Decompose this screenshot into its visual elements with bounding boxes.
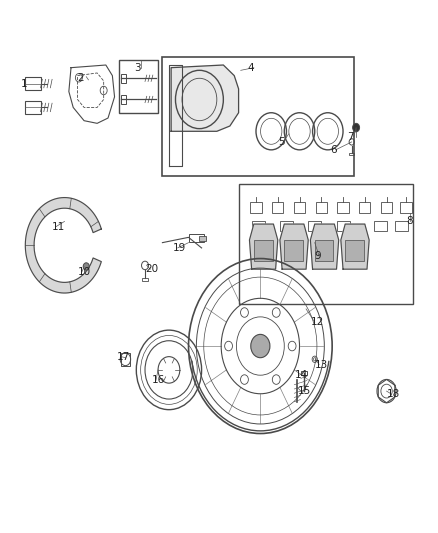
Bar xyxy=(337,202,349,214)
Bar xyxy=(199,236,206,240)
Text: 12: 12 xyxy=(311,317,324,327)
Circle shape xyxy=(251,334,270,358)
Text: 3: 3 xyxy=(134,63,141,72)
Bar xyxy=(395,221,408,231)
Bar xyxy=(400,202,412,214)
Text: 16: 16 xyxy=(152,375,165,385)
Bar xyxy=(349,153,354,155)
Polygon shape xyxy=(250,224,278,269)
Polygon shape xyxy=(311,224,339,269)
Bar xyxy=(252,221,265,231)
Text: 20: 20 xyxy=(145,264,158,274)
Text: 4: 4 xyxy=(247,63,254,72)
Bar xyxy=(316,202,327,214)
Bar xyxy=(121,353,130,366)
Text: 11: 11 xyxy=(51,222,65,232)
Bar xyxy=(162,57,354,176)
Polygon shape xyxy=(341,224,369,269)
Text: 2: 2 xyxy=(78,73,84,83)
Circle shape xyxy=(353,123,360,132)
Bar xyxy=(272,202,283,214)
Text: 6: 6 xyxy=(330,145,337,155)
Text: 17: 17 xyxy=(117,352,130,361)
Bar xyxy=(294,202,305,214)
Bar xyxy=(121,74,126,83)
Polygon shape xyxy=(280,224,308,269)
Text: 19: 19 xyxy=(173,243,187,253)
Polygon shape xyxy=(25,198,101,293)
Bar xyxy=(25,77,41,90)
Text: 1: 1 xyxy=(21,78,28,88)
Circle shape xyxy=(83,263,89,270)
Text: 9: 9 xyxy=(315,251,321,261)
Bar xyxy=(284,240,303,261)
Bar xyxy=(119,60,158,113)
Text: 15: 15 xyxy=(297,386,311,396)
Bar xyxy=(345,240,364,261)
Bar xyxy=(301,371,307,375)
Bar xyxy=(315,240,333,261)
Text: 8: 8 xyxy=(406,216,413,227)
Bar xyxy=(142,278,148,281)
Text: 18: 18 xyxy=(387,389,400,399)
Bar xyxy=(239,184,413,304)
Bar xyxy=(359,202,371,214)
Bar xyxy=(336,221,350,231)
Bar xyxy=(188,234,204,242)
Bar xyxy=(280,221,293,231)
Text: 14: 14 xyxy=(295,370,308,380)
Bar xyxy=(121,95,126,104)
Text: 10: 10 xyxy=(78,267,91,277)
Polygon shape xyxy=(171,65,239,131)
Bar xyxy=(25,101,41,114)
Bar xyxy=(381,202,392,214)
Bar xyxy=(254,240,272,261)
Text: 7: 7 xyxy=(347,132,354,142)
Bar xyxy=(308,221,321,231)
Text: 5: 5 xyxy=(278,137,284,147)
Text: 13: 13 xyxy=(315,360,328,369)
Bar xyxy=(374,221,387,231)
Bar xyxy=(251,202,261,214)
